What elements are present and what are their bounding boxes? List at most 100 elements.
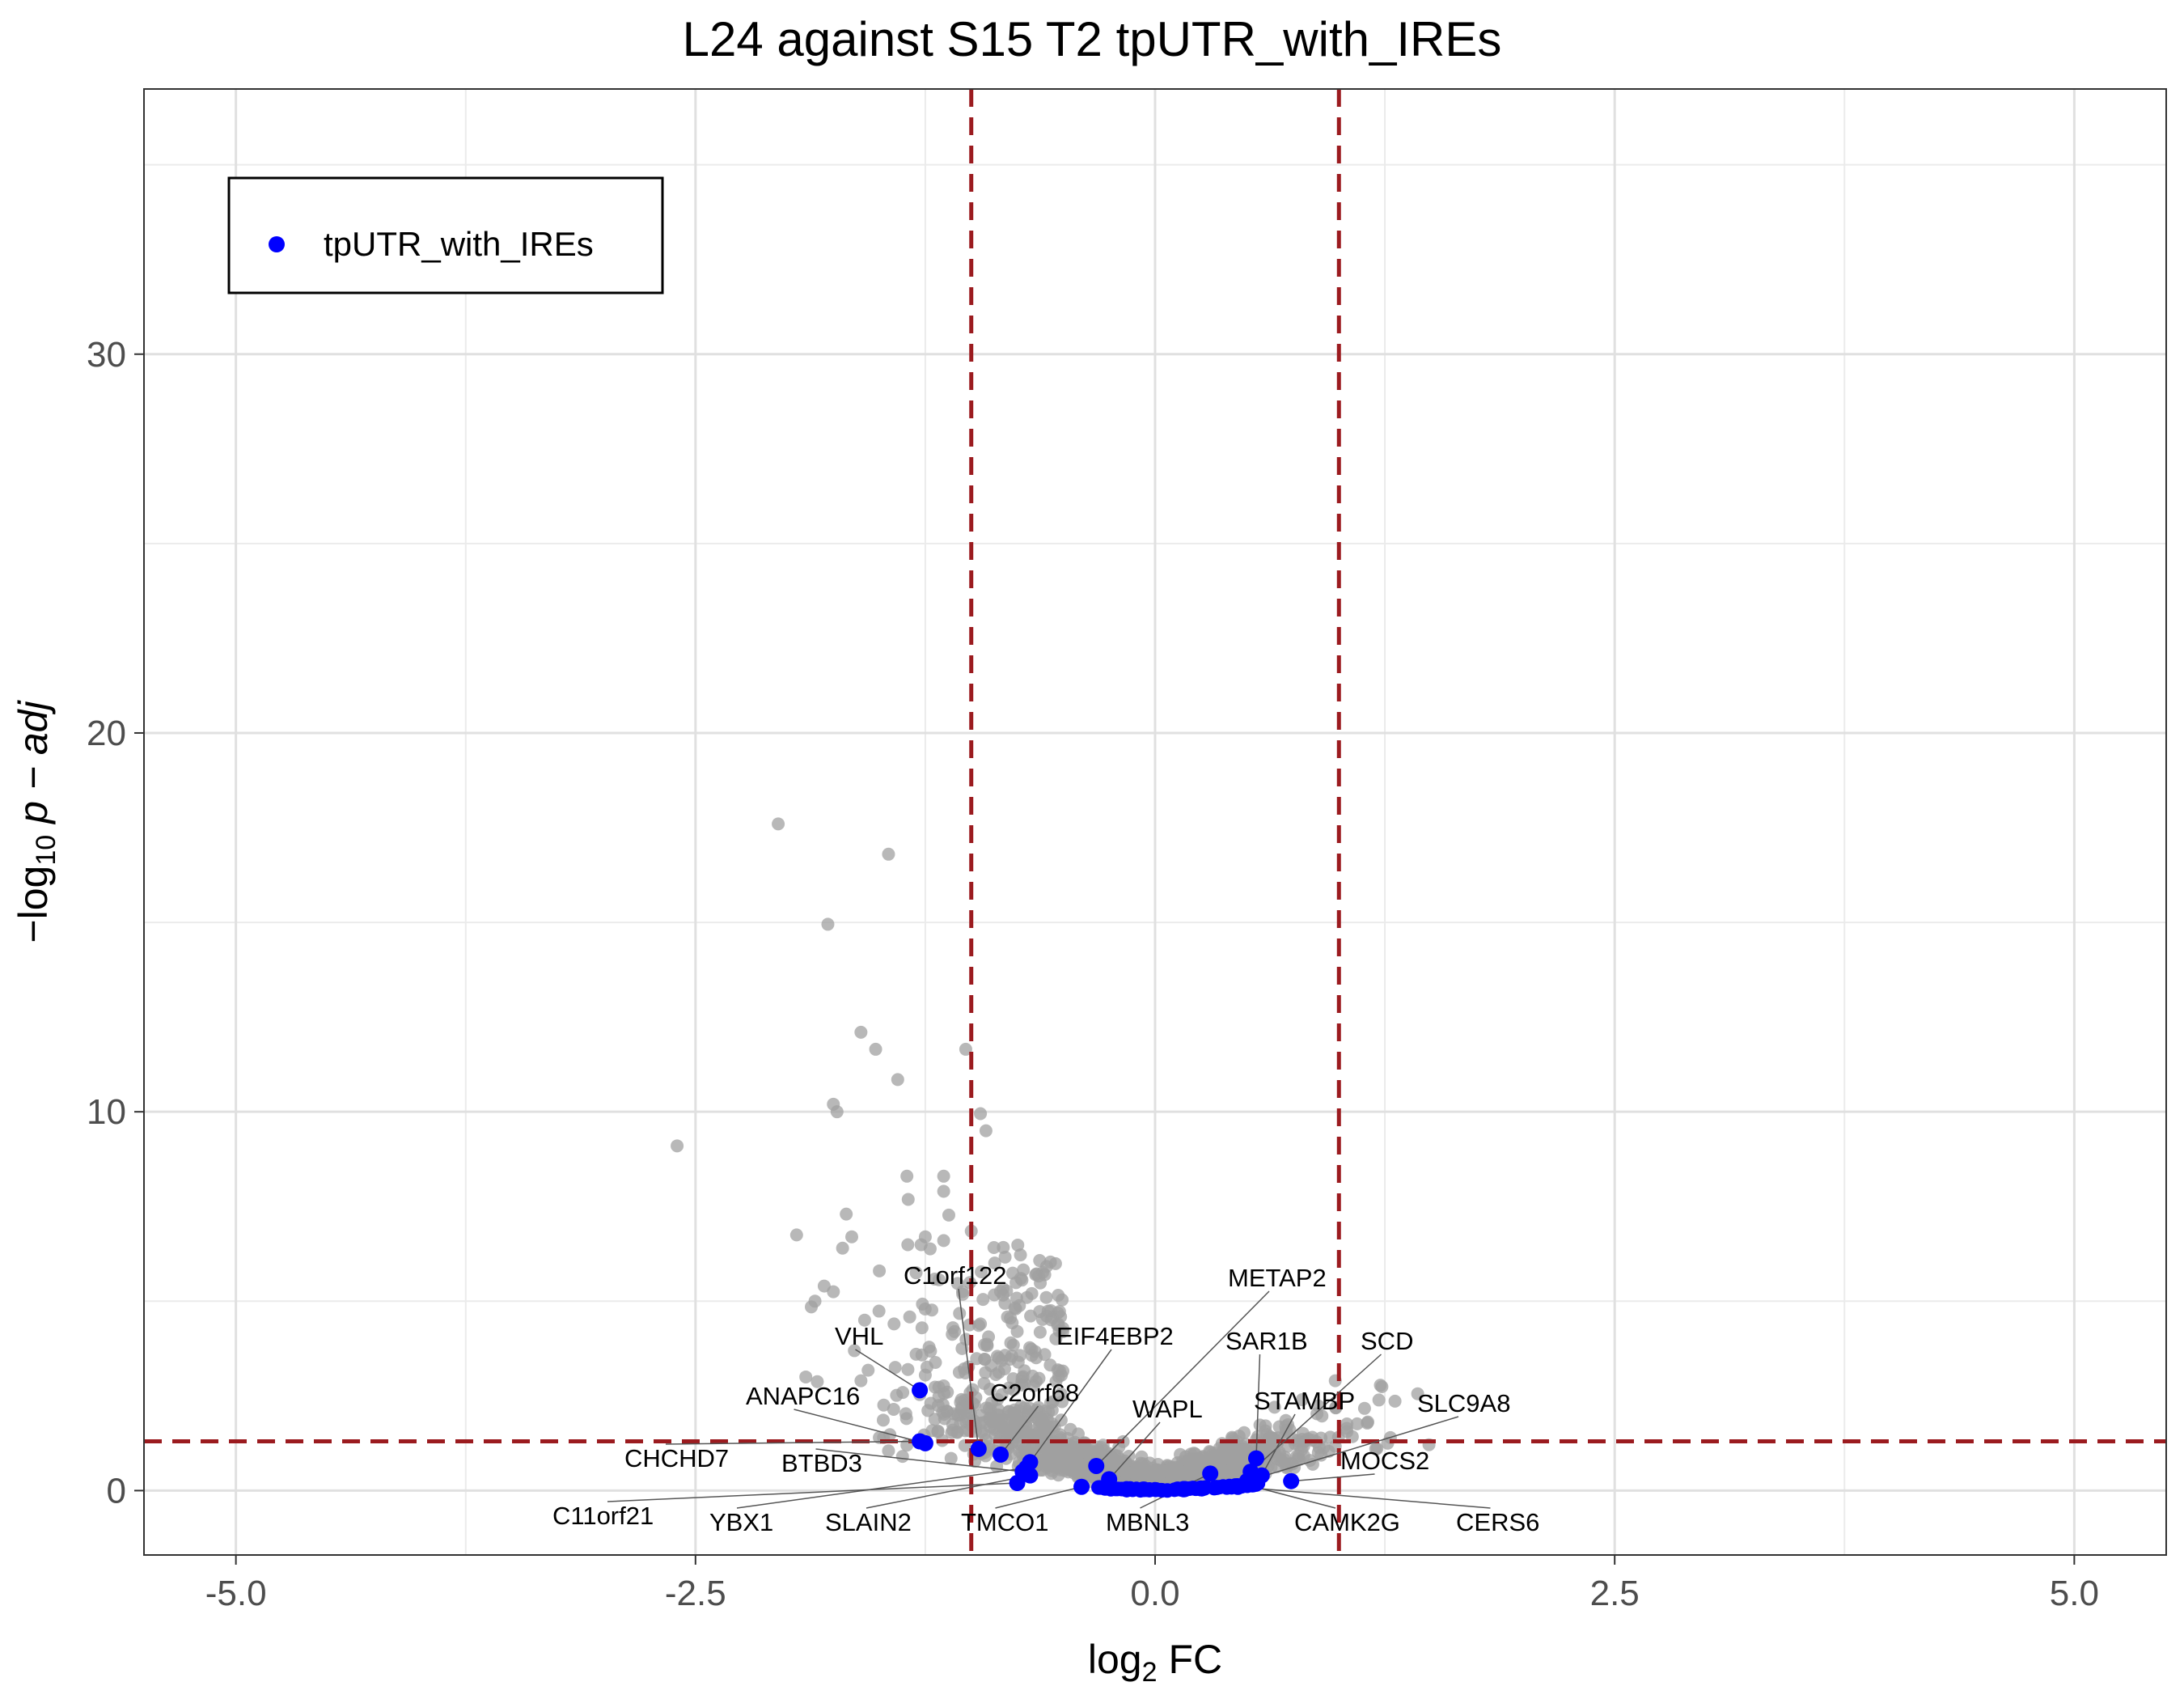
background-gene-point xyxy=(1029,1351,1043,1365)
background-gene-point xyxy=(1314,1448,1328,1462)
highlight-gene-point xyxy=(1073,1478,1090,1495)
background-gene-point xyxy=(1361,1415,1375,1429)
background-gene-point xyxy=(772,817,785,831)
background-gene-point xyxy=(1039,1290,1053,1304)
x-tick-label: -2.5 xyxy=(665,1574,726,1613)
leader-line-C1orf122 xyxy=(958,1288,980,1449)
background-gene-point xyxy=(937,1184,950,1198)
gene-label-CERS6: CERS6 xyxy=(1456,1508,1539,1536)
y-tick-label: 30 xyxy=(87,335,126,375)
background-gene-point xyxy=(1055,1368,1069,1382)
background-gene-point xyxy=(882,847,895,861)
background-gene-point xyxy=(915,1321,929,1335)
leader-line-EIF4EBP2 xyxy=(1029,1349,1112,1463)
background-gene-point xyxy=(959,1042,972,1056)
gene-label-VHL: VHL xyxy=(835,1322,883,1350)
background-gene-point xyxy=(887,1317,901,1331)
gene-label-TMCO1: TMCO1 xyxy=(961,1508,1049,1536)
legend: tpUTR_with_IREs xyxy=(227,176,664,294)
background-gene-point xyxy=(821,917,835,931)
gene-label-YBX1: YBX1 xyxy=(709,1508,773,1536)
y-tick-label: 0 xyxy=(107,1471,126,1510)
background-gene-point xyxy=(1035,1418,1048,1432)
background-gene-point xyxy=(840,1207,853,1221)
x-tick-label: 2.5 xyxy=(1590,1574,1640,1613)
background-gene-point xyxy=(922,1341,936,1354)
background-gene-point xyxy=(1053,1428,1067,1442)
chart-title: L24 against S15 T2 tpUTR_with_IREs xyxy=(682,12,1502,66)
background-gene-point xyxy=(1075,1442,1089,1455)
leader-line-SAR1B xyxy=(1255,1354,1261,1459)
background-gene-point xyxy=(953,1307,967,1320)
background-gene-point xyxy=(789,1228,803,1242)
background-gene-point xyxy=(950,1408,964,1421)
background-gene-point xyxy=(1056,1293,1069,1307)
background-gene-point xyxy=(1046,1311,1060,1324)
threshold-lines xyxy=(144,89,2166,1555)
background-gene-point xyxy=(895,1450,909,1464)
background-gene-point xyxy=(899,1412,913,1426)
leader-line-CERS6 xyxy=(1238,1485,1491,1509)
leader-line-SCD xyxy=(1250,1354,1382,1472)
gene-label-CHCHD7: CHCHD7 xyxy=(624,1444,729,1472)
background-gene-point xyxy=(1272,1420,1286,1434)
gene-labels: VHL C1orf122 EIF4EBP2 ANAPC16 C2orf68 CHCHD7 B… xyxy=(552,1261,1539,1536)
background-gene-point xyxy=(976,1293,990,1307)
background-gene-point xyxy=(1009,1291,1023,1305)
gene-label-METAP2: METAP2 xyxy=(1228,1264,1327,1292)
background-gene-point xyxy=(891,1073,904,1087)
background-gene-point xyxy=(975,1265,988,1278)
highlight-gene-point xyxy=(1136,1482,1152,1498)
background-gene-point xyxy=(671,1139,684,1153)
x-tick-label: -5.0 xyxy=(205,1574,267,1613)
highlight-gene-point xyxy=(1119,1482,1134,1498)
background-gene-point xyxy=(1190,1455,1204,1469)
background-gene-point xyxy=(848,1344,861,1358)
y-tick-label: 20 xyxy=(87,714,126,753)
background-gene-point xyxy=(1052,1468,1065,1482)
background-gene-point xyxy=(876,1413,890,1427)
background-gene-point xyxy=(1064,1422,1077,1436)
background-gene-point xyxy=(872,1304,886,1318)
highlight-gene-point xyxy=(912,1433,929,1450)
leader-line-ANAPC16 xyxy=(794,1409,926,1444)
background-gene-point xyxy=(1015,1378,1029,1392)
background-gene-point xyxy=(1014,1248,1027,1262)
background-gene-point xyxy=(1010,1324,1024,1338)
legend-label: tpUTR_with_IREs xyxy=(324,225,594,263)
highlight-gene-point xyxy=(1230,1478,1246,1495)
background-gene-point xyxy=(916,1297,929,1311)
background-gene-point xyxy=(984,1413,997,1427)
background-gene-point xyxy=(1350,1417,1364,1430)
highlight-gene-point xyxy=(1181,1481,1196,1497)
background-gene-point xyxy=(1061,1459,1075,1472)
background-gene-point xyxy=(1140,1460,1153,1473)
highlight-gene-point xyxy=(912,1382,929,1399)
background-gene-point xyxy=(1214,1454,1228,1468)
gene-label-STAMBP: STAMBP xyxy=(1254,1387,1355,1415)
background-gene-point xyxy=(1369,1442,1382,1455)
background-gene-point xyxy=(1033,1325,1047,1339)
background-gene-point xyxy=(1259,1419,1272,1433)
background-gene-point xyxy=(974,1107,988,1121)
background-gene-point xyxy=(909,1266,923,1280)
background-gene-point xyxy=(1048,1448,1062,1462)
background-gene-point xyxy=(869,1042,882,1056)
leader-line-METAP2 xyxy=(1095,1290,1270,1467)
background-gene-point xyxy=(1373,1379,1387,1392)
background-gene-point xyxy=(900,1169,914,1183)
background-gene-point xyxy=(988,1256,1001,1270)
background-gene-point xyxy=(888,1361,902,1375)
background-gene-point xyxy=(1029,1268,1043,1282)
background-gene-point xyxy=(854,1025,868,1039)
leader-line-YBX1 xyxy=(736,1467,1027,1509)
gene-label-MBNL3: MBNL3 xyxy=(1106,1508,1189,1536)
background-gene-point xyxy=(1238,1426,1251,1439)
highlight-gene-point xyxy=(1022,1467,1039,1484)
background-gene-point xyxy=(1008,1406,1022,1420)
x-axis-ticks: -5.0 -2.5 0.0 2.5 5.0 xyxy=(205,1555,2099,1613)
background-gene-point xyxy=(1033,1254,1047,1268)
highlight-points xyxy=(912,1382,1300,1498)
background-gene-point xyxy=(993,1285,1007,1299)
leader-line-C2orf68 xyxy=(1000,1405,1039,1455)
